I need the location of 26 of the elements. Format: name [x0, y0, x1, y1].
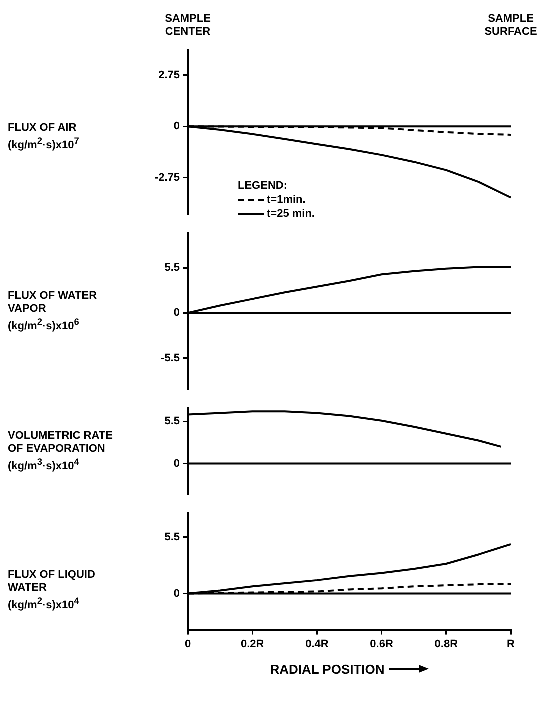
x-tick-label: 0.8R [434, 638, 458, 650]
y-tick-label: 0 [174, 120, 180, 133]
text: SAMPLE SURFACE [484, 13, 538, 38]
y-axis-title: FLUX OF WATER VAPOR (kg/m$^{2}$·s)x10$^{6}$ [8, 290, 98, 334]
y-tick-label: -5.5 [161, 352, 180, 364]
y-tick-label: 2.75 [158, 69, 180, 82]
x-tick-label: R [507, 638, 516, 650]
x-tick-label: 0.6R [370, 638, 394, 650]
x-tick-label: 0.4R [306, 638, 329, 650]
y-axis-title: FLUX OF LIQUID WATER (kg/m$^{2}$·s)x10$^{4}$ [8, 568, 96, 612]
y-tick-label: 0 [174, 307, 180, 320]
legend-label: t=25 min. [267, 208, 315, 220]
y-tick-label: 5.5 [164, 262, 180, 274]
y-tick-label: 5.5 [164, 416, 180, 428]
y-tick-label: -2.75 [154, 172, 180, 184]
y-axis-title: FLUX OF AIR (kg/m$^{2}$·s)x10$^{7}$ [8, 122, 80, 152]
y-tick-label: 0 [174, 588, 180, 600]
y-tick-label: 5.5 [164, 531, 180, 544]
x-tick-label: 0.2R [240, 638, 264, 650]
x-tick-label: 0 [184, 638, 192, 650]
y-tick-label: 0 [174, 458, 180, 470]
text: SAMPLE CENTER [165, 13, 211, 38]
legend-label: t=1min. [267, 194, 306, 206]
x-axis-title: RADIAL POSITION [270, 662, 385, 677]
y-axis-title: VOLUMETRIC RATE OF EVAPORATION (kg/m$^{3}$·s)x10$^{4}$ [8, 430, 114, 474]
legend-title: LEGEND: [238, 180, 288, 192]
